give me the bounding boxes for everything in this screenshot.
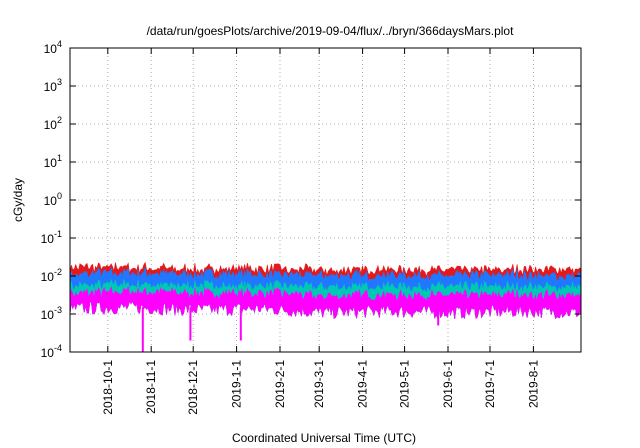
x-tick-label: 2019-7-1 <box>483 360 497 408</box>
x-tick-label: 2018-12-1 <box>186 360 200 415</box>
y-axis: 10-4 10-3 10-2 10-1 100 101 102 103 104 <box>41 39 581 360</box>
x-tick-label: 2019-1-1 <box>230 360 244 408</box>
x-tick-label: 2019-8-1 <box>526 360 540 408</box>
y-tick-label: 100 <box>44 191 62 208</box>
y-tick-label: 102 <box>44 115 62 132</box>
y-tick-label: 10-3 <box>41 305 62 322</box>
y-axis-label: cGy/day <box>11 178 25 222</box>
grid <box>70 48 581 352</box>
y-tick-label: 103 <box>44 77 62 94</box>
x-tick-label: 2019-5-1 <box>398 360 412 408</box>
x-tick-label: 2018-10-1 <box>101 360 115 415</box>
y-tick-label: 104 <box>44 39 62 56</box>
x-axis: 2018-10-1 2018-11-1 2018-12-1 2019-1-1 2019-… <box>101 48 540 415</box>
x-tick-label: 2018-11-1 <box>144 360 158 414</box>
series-layer <box>69 261 582 352</box>
x-tick-label: 2019-4-1 <box>356 360 370 408</box>
x-tick-label: 2019-3-1 <box>312 360 326 408</box>
y-tick-label: 10-4 <box>41 343 62 360</box>
chart-title: /data/run/goesPlots/archive/2019-09-04/f… <box>147 24 515 38</box>
x-tick-label: 2019-2-1 <box>273 360 287 408</box>
x-axis-label: Coordinated Universal Time (UTC) <box>232 431 416 445</box>
y-tick-label: 10-1 <box>41 229 62 246</box>
y-tick-label: 101 <box>44 153 62 170</box>
y-tick-label: 10-2 <box>41 267 62 284</box>
x-tick-label: 2019-6-1 <box>441 360 455 408</box>
